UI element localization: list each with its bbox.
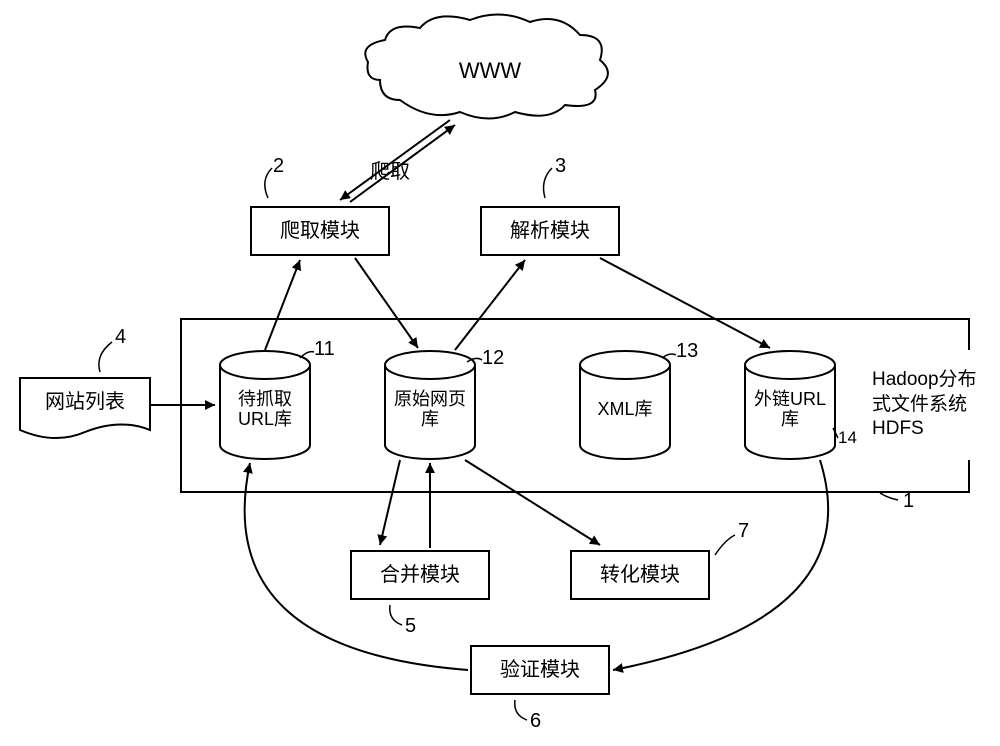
num-2: 2	[273, 155, 284, 178]
crawl-module: 爬取模块	[250, 206, 390, 256]
num-7: 7	[738, 520, 749, 543]
site-list-doc: 网站列表	[20, 378, 150, 438]
diagram-canvas: Hadoop分布 式文件系统 HDFS 爬取模块 解析模块 合并模块 转化模块 …	[0, 0, 1000, 746]
num-6: 6	[530, 710, 541, 733]
num-3: 3	[555, 155, 566, 178]
num-13: 13	[676, 340, 698, 363]
num-14: 14	[838, 428, 857, 448]
callout-6	[515, 700, 527, 720]
verify-module: 验证模块	[470, 645, 610, 695]
num-5: 5	[405, 615, 416, 638]
num-12: 12	[482, 347, 504, 370]
convert-module-label: 转化模块	[600, 562, 680, 588]
num-4: 4	[115, 326, 126, 349]
callout-3	[544, 168, 552, 198]
callout-4	[99, 342, 112, 372]
hdfs-label: Hadoop分布 式文件系统 HDFS	[872, 350, 992, 460]
edge-crawl-label: 爬取	[370, 160, 410, 183]
num-1: 1	[903, 490, 914, 513]
hdfs-container	[180, 318, 970, 493]
verify-module-label: 验证模块	[500, 657, 580, 683]
merge-module-label: 合并模块	[380, 562, 460, 588]
cloud-www: WWW	[365, 14, 608, 118]
parse-module: 解析模块	[480, 206, 620, 256]
site-list-label: 网站列表	[45, 390, 125, 413]
callout-2	[265, 168, 272, 198]
callout-1	[880, 493, 898, 500]
convert-module: 转化模块	[570, 550, 710, 600]
num-11: 11	[314, 338, 335, 361]
merge-module: 合并模块	[350, 550, 490, 600]
parse-module-label: 解析模块	[510, 218, 590, 244]
callout-7	[715, 535, 735, 555]
callout-5	[390, 605, 402, 625]
edge-crawl-cloud	[350, 125, 455, 202]
crawl-module-label: 爬取模块	[280, 218, 360, 244]
cloud-label: WWW	[459, 58, 522, 83]
edge-cloud-crawl	[340, 120, 450, 200]
